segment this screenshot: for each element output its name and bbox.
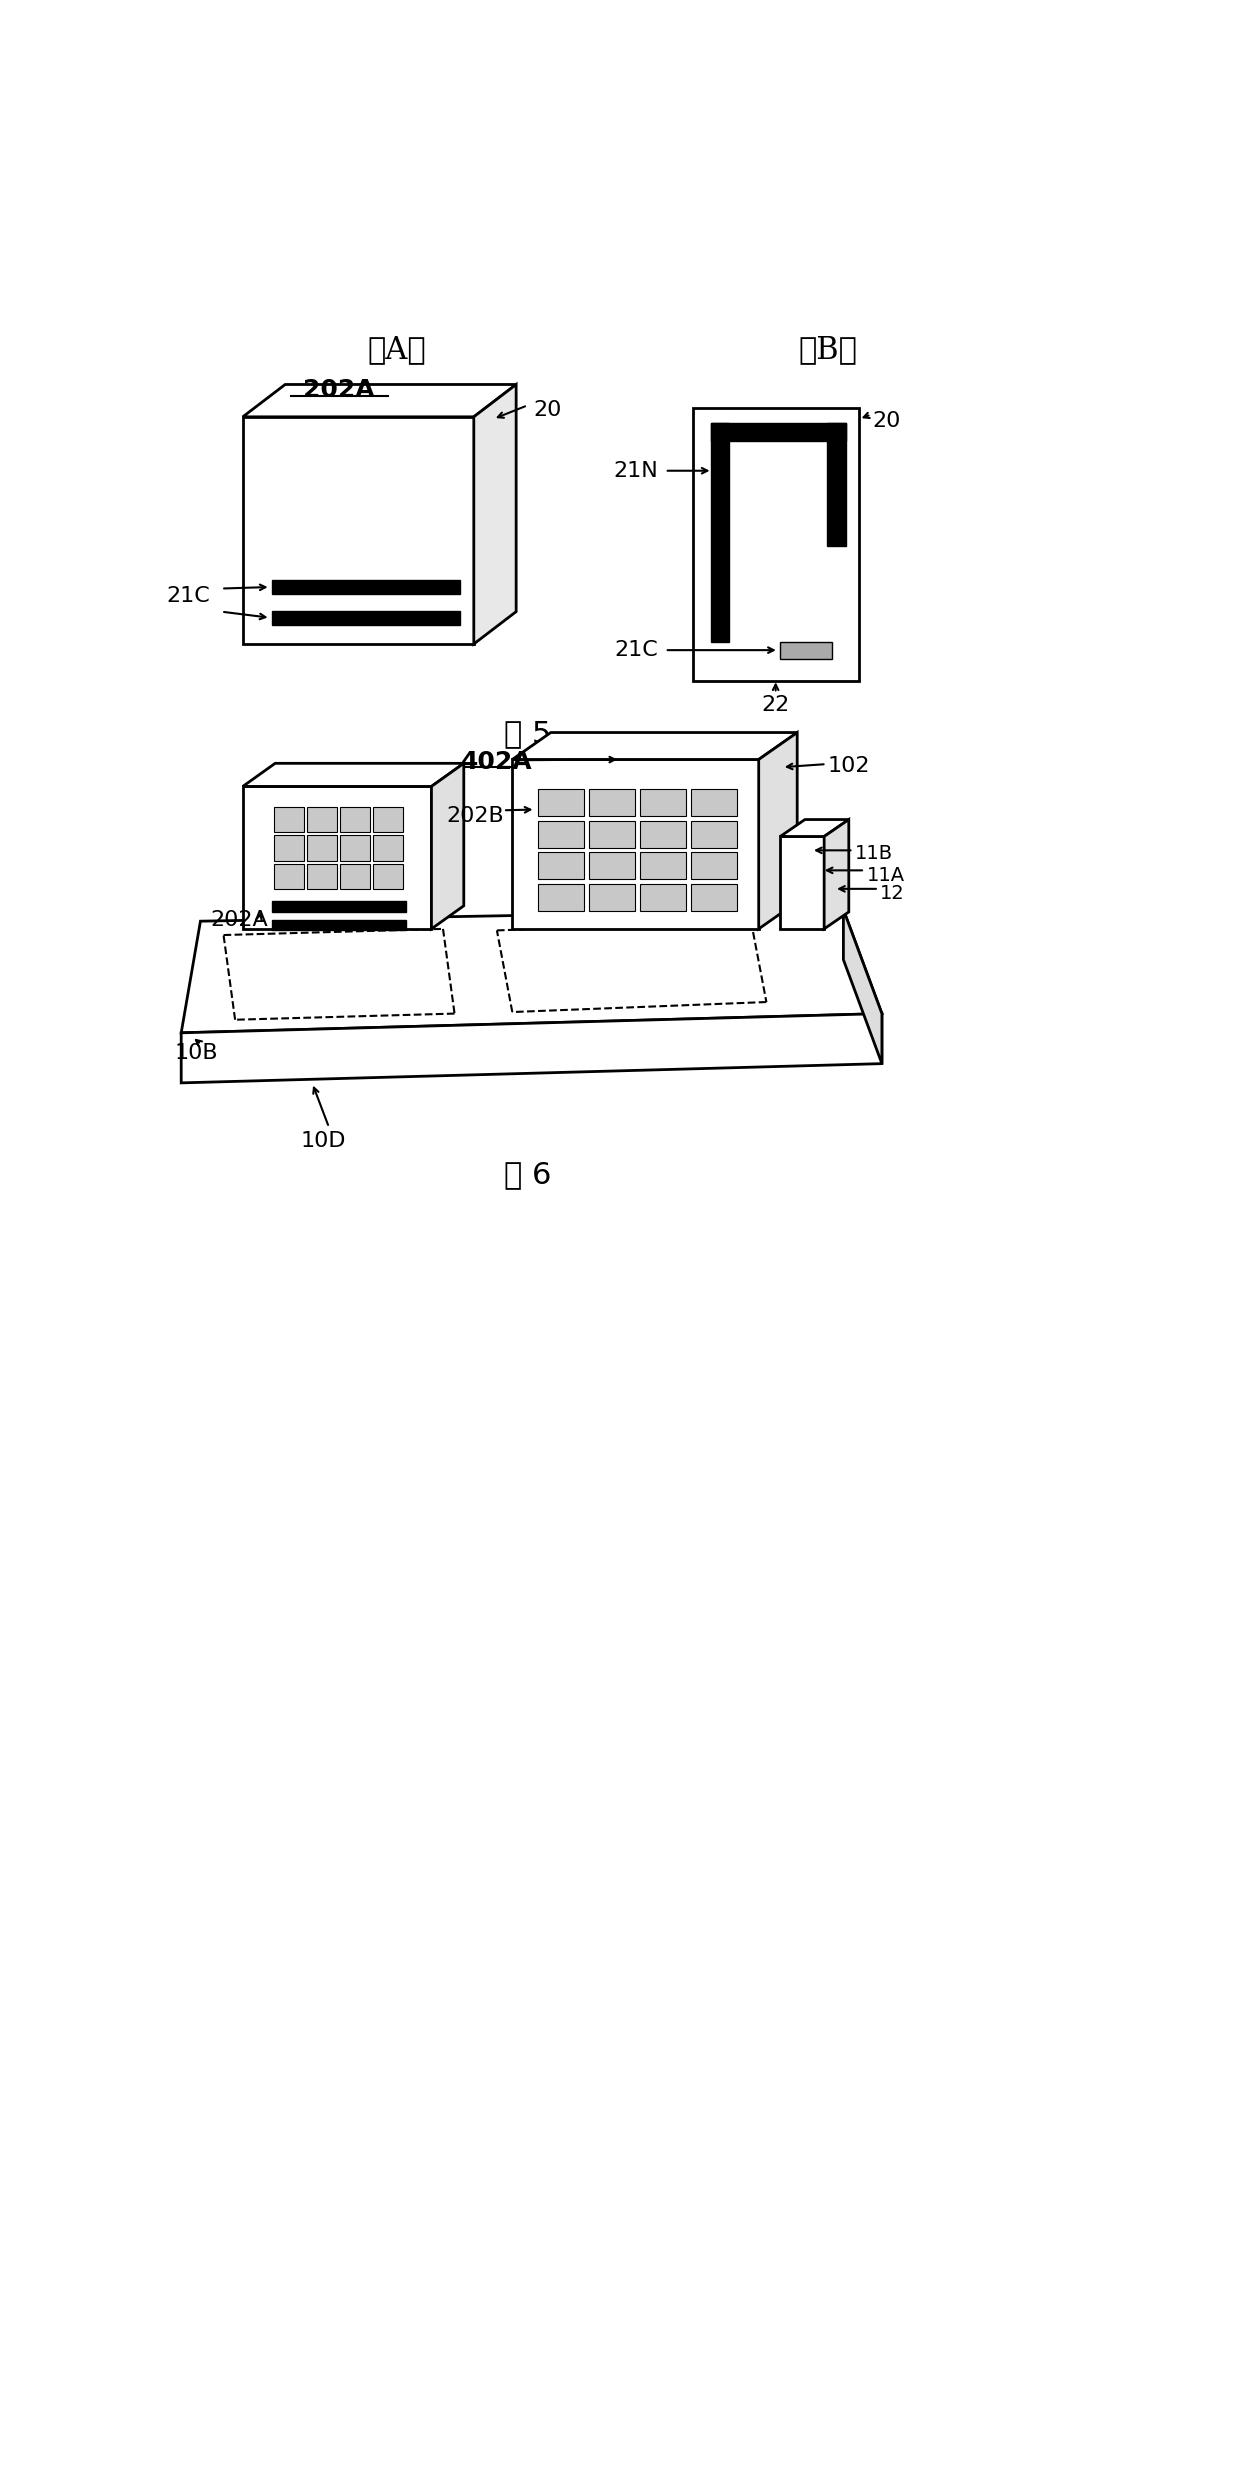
- Polygon shape: [843, 910, 882, 1063]
- Text: 202A: 202A: [211, 910, 268, 930]
- Polygon shape: [512, 731, 797, 759]
- Polygon shape: [340, 863, 370, 890]
- Polygon shape: [340, 835, 370, 860]
- Polygon shape: [306, 863, 337, 890]
- Polygon shape: [373, 863, 403, 890]
- Polygon shape: [272, 920, 405, 930]
- Polygon shape: [640, 821, 686, 848]
- Polygon shape: [538, 885, 584, 912]
- Polygon shape: [373, 835, 403, 860]
- Polygon shape: [243, 786, 432, 930]
- Polygon shape: [373, 808, 403, 833]
- Polygon shape: [780, 642, 832, 659]
- Text: 202A: 202A: [304, 379, 374, 402]
- Text: （B）: （B）: [799, 335, 857, 364]
- Text: 11A: 11A: [867, 865, 905, 885]
- Polygon shape: [274, 835, 304, 860]
- Text: 20: 20: [534, 399, 562, 419]
- Text: 21C: 21C: [615, 640, 658, 659]
- Polygon shape: [272, 902, 405, 912]
- Text: 图 6: 图 6: [503, 1160, 552, 1190]
- Polygon shape: [711, 424, 846, 441]
- Text: 11B: 11B: [854, 845, 893, 863]
- Polygon shape: [640, 885, 686, 912]
- Polygon shape: [432, 764, 464, 930]
- Polygon shape: [691, 821, 737, 848]
- Polygon shape: [181, 1014, 882, 1083]
- Text: 22: 22: [761, 694, 790, 714]
- Polygon shape: [780, 835, 825, 930]
- Polygon shape: [640, 853, 686, 880]
- Polygon shape: [274, 863, 304, 890]
- Polygon shape: [691, 853, 737, 880]
- Polygon shape: [589, 885, 635, 912]
- Polygon shape: [512, 759, 759, 930]
- Polygon shape: [589, 821, 635, 848]
- Polygon shape: [589, 788, 635, 816]
- Polygon shape: [306, 835, 337, 860]
- Polygon shape: [474, 384, 516, 645]
- Polygon shape: [589, 853, 635, 880]
- Polygon shape: [181, 910, 882, 1034]
- Text: 21N: 21N: [614, 461, 658, 481]
- Polygon shape: [272, 580, 460, 595]
- Polygon shape: [691, 788, 737, 816]
- Text: 21C: 21C: [166, 585, 211, 607]
- Text: 402A: 402A: [461, 751, 533, 773]
- Text: 图 5: 图 5: [503, 719, 552, 749]
- Polygon shape: [243, 764, 464, 786]
- Polygon shape: [538, 788, 584, 816]
- Polygon shape: [538, 853, 584, 880]
- Polygon shape: [759, 731, 797, 930]
- Polygon shape: [272, 610, 460, 625]
- Polygon shape: [711, 424, 729, 642]
- Polygon shape: [827, 424, 846, 545]
- Text: 10D: 10D: [300, 1130, 346, 1150]
- Text: 12: 12: [880, 885, 905, 902]
- Polygon shape: [825, 821, 849, 930]
- Polygon shape: [640, 788, 686, 816]
- Polygon shape: [243, 416, 474, 645]
- Polygon shape: [538, 821, 584, 848]
- Text: 102: 102: [828, 756, 870, 776]
- Polygon shape: [274, 808, 304, 833]
- Polygon shape: [691, 885, 737, 912]
- Polygon shape: [306, 808, 337, 833]
- Text: 202B: 202B: [446, 806, 505, 826]
- Polygon shape: [780, 821, 849, 835]
- Polygon shape: [243, 384, 516, 416]
- Text: 10B: 10B: [175, 1044, 218, 1063]
- Polygon shape: [693, 407, 859, 682]
- Text: 20: 20: [873, 412, 901, 431]
- Polygon shape: [340, 808, 370, 833]
- Text: （A）: （A）: [367, 335, 427, 364]
